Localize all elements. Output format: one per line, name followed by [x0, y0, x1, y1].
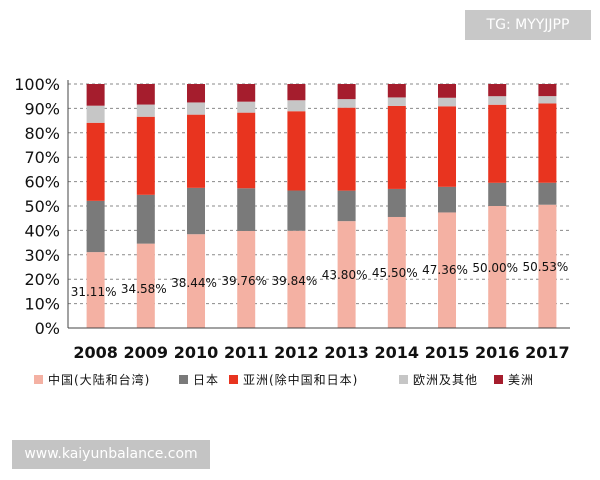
- x-tick-label: 2008: [73, 343, 118, 362]
- bar-segment-3: [86, 105, 105, 123]
- data-label: 50.53%: [523, 260, 569, 274]
- data-label: 43.80%: [322, 268, 368, 282]
- bar-segment-2: [337, 107, 356, 191]
- bar-segment-3: [538, 96, 557, 104]
- data-label: 31.11%: [71, 285, 117, 299]
- data-label: 45.50%: [372, 266, 418, 280]
- x-tick-label: 2011: [224, 343, 269, 362]
- y-tick-label: 80%: [24, 124, 60, 143]
- bar-segment-0: [187, 234, 206, 328]
- bar-segment-3: [438, 97, 457, 107]
- legend-swatch: [34, 375, 43, 384]
- x-tick-label: 2014: [375, 343, 420, 362]
- y-tick-label: 100%: [14, 75, 60, 94]
- bar-segment-3: [237, 101, 256, 113]
- data-labels: 31.11% 34.58% 38.44% 39.76% 39.84% 43.80% 45.5…: [71, 260, 569, 299]
- bar-segment-4: [438, 84, 457, 98]
- legend-label: 中国(大陆和台湾): [48, 372, 150, 387]
- legend-label: 亚洲(除中国和日本): [243, 372, 358, 387]
- bar-segment-4: [488, 84, 507, 97]
- y-tick-label: 50%: [24, 197, 60, 216]
- bar-segment-2: [237, 112, 256, 189]
- bar-segment-1: [488, 182, 507, 206]
- bar-segment-0: [387, 216, 406, 328]
- bar-segment-2: [538, 103, 557, 183]
- bar-segment-0: [538, 204, 557, 328]
- bar-segment-3: [187, 102, 206, 115]
- bar-segment-2: [136, 116, 155, 195]
- data-label: 38.44%: [171, 276, 217, 290]
- bar-segment-0: [237, 230, 256, 328]
- bar-segment-2: [86, 122, 105, 201]
- bar-segment-0: [438, 212, 457, 328]
- bar-segment-1: [337, 190, 356, 222]
- y-tick-label: 30%: [24, 246, 60, 265]
- bar-segment-1: [538, 182, 557, 205]
- bar-segment-0: [287, 230, 306, 328]
- bar-segment-4: [187, 84, 206, 103]
- bar-segment-0: [86, 252, 105, 328]
- bar-segment-2: [488, 104, 507, 183]
- legend-swatch: [179, 375, 188, 384]
- x-tick-label: 2009: [124, 343, 169, 362]
- bar-segment-4: [538, 84, 557, 97]
- bar-segment-2: [187, 114, 206, 188]
- bar-segment-3: [387, 97, 406, 106]
- y-tick-label: 40%: [24, 221, 60, 240]
- data-label: 39.84%: [272, 274, 318, 288]
- legend-swatch: [494, 375, 503, 384]
- bars: [86, 84, 557, 328]
- bar-segment-4: [237, 84, 256, 102]
- bar-segment-4: [387, 84, 406, 98]
- axes: 0% 10% 20% 30% 40% 50% 60% 70% 80% 90% 100% 2008 200…: [14, 75, 570, 362]
- bar-segment-4: [337, 84, 356, 100]
- legend-label: 日本: [193, 373, 219, 387]
- data-label: 34.58%: [121, 282, 167, 296]
- watermark-top: TG: MYYJJPP: [465, 10, 591, 40]
- bar-segment-1: [438, 186, 457, 213]
- bar-segment-4: [287, 84, 306, 101]
- y-tick-label: 90%: [24, 99, 60, 118]
- bar-segment-0: [136, 243, 155, 328]
- x-tick-label: 2016: [475, 343, 520, 362]
- bar-segment-0: [488, 206, 507, 328]
- y-tick-label: 70%: [24, 148, 60, 167]
- data-label: 50.00%: [472, 261, 518, 275]
- bar-segment-1: [86, 200, 105, 253]
- bar-segment-1: [136, 194, 155, 244]
- x-tick-label: 2013: [324, 343, 369, 362]
- bar-segment-1: [387, 188, 406, 217]
- y-tick-label: 60%: [24, 173, 60, 192]
- legend: 中国(大陆和台湾) 日本 亚洲(除中国和日本) 欧洲及其他 美洲: [34, 372, 534, 387]
- bar-segment-3: [337, 99, 356, 108]
- bar-segment-3: [488, 96, 507, 105]
- data-label: 39.76%: [221, 274, 267, 288]
- legend-swatch: [399, 375, 408, 384]
- bar-segment-1: [187, 187, 206, 235]
- bar-segment-4: [136, 84, 155, 105]
- bar-segment-0: [337, 221, 356, 328]
- legend-label: 欧洲及其他: [413, 373, 478, 387]
- bar-segment-1: [287, 190, 306, 231]
- bar-segment-1: [237, 188, 256, 231]
- watermark-bottom: www.kaiyunbalance.com: [12, 440, 210, 469]
- x-tick-label: 2017: [525, 343, 570, 362]
- legend-label: 美洲: [508, 373, 534, 387]
- legend-swatch: [229, 375, 238, 384]
- y-tick-label: 10%: [24, 295, 60, 314]
- x-tick-label: 2015: [425, 343, 470, 362]
- bar-segment-2: [287, 111, 306, 191]
- x-tick-label: 2010: [174, 343, 219, 362]
- bar-segment-2: [438, 106, 457, 187]
- bar-segment-3: [136, 104, 155, 117]
- bar-segment-4: [86, 84, 105, 106]
- data-label: 47.36%: [422, 263, 468, 277]
- bar-segment-3: [287, 100, 306, 112]
- x-tick-label: 2012: [274, 343, 319, 362]
- y-tick-label: 0%: [35, 319, 60, 338]
- bar-segment-2: [387, 105, 406, 189]
- y-tick-label: 20%: [24, 270, 60, 289]
